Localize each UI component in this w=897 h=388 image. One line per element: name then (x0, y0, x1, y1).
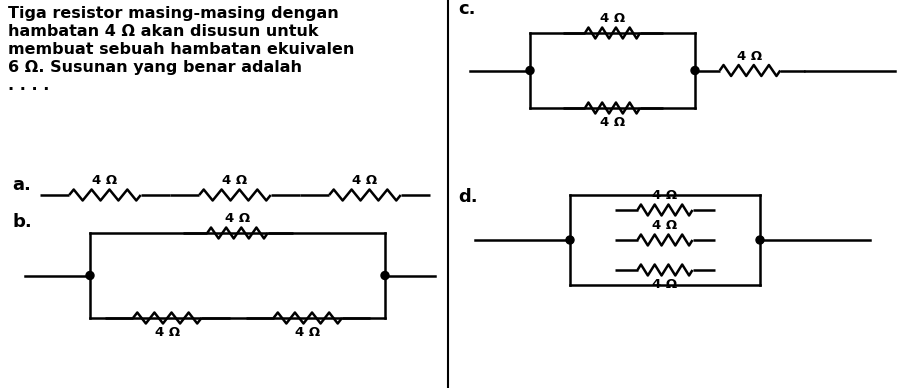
Text: 4 Ω: 4 Ω (92, 174, 118, 187)
Text: 4 Ω: 4 Ω (652, 219, 677, 232)
Text: 4 Ω: 4 Ω (652, 189, 677, 202)
Circle shape (691, 66, 699, 74)
Text: . . . .: . . . . (8, 78, 49, 93)
Text: Tiga resistor masing-masing dengan: Tiga resistor masing-masing dengan (8, 6, 339, 21)
Circle shape (526, 66, 534, 74)
Circle shape (566, 236, 574, 244)
Text: 4 Ω: 4 Ω (225, 212, 250, 225)
Text: c.: c. (458, 0, 475, 18)
Text: 6 Ω. Susunan yang benar adalah: 6 Ω. Susunan yang benar adalah (8, 60, 302, 75)
Circle shape (86, 272, 94, 279)
Text: 4 Ω: 4 Ω (295, 326, 320, 339)
Text: 4 Ω: 4 Ω (353, 174, 378, 187)
Circle shape (756, 236, 764, 244)
Text: 4 Ω: 4 Ω (652, 278, 677, 291)
Text: 4 Ω: 4 Ω (600, 12, 625, 25)
Text: 4 Ω: 4 Ω (737, 50, 762, 62)
Text: membuat sebuah hambatan ekuivalen: membuat sebuah hambatan ekuivalen (8, 42, 354, 57)
Text: b.: b. (12, 213, 31, 231)
Text: 4 Ω: 4 Ω (154, 326, 179, 339)
Text: hambatan 4 Ω akan disusun untuk: hambatan 4 Ω akan disusun untuk (8, 24, 318, 39)
Text: 4 Ω: 4 Ω (222, 174, 248, 187)
Text: 4 Ω: 4 Ω (600, 116, 625, 129)
Circle shape (381, 272, 389, 279)
Text: d.: d. (458, 188, 477, 206)
Text: a.: a. (12, 176, 30, 194)
